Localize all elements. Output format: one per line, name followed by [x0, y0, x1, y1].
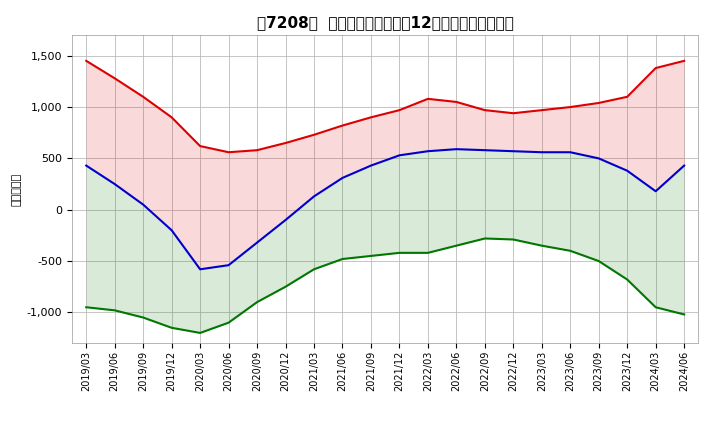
営業CF	[595, 100, 603, 106]
Line: 投資CF: 投資CF	[86, 238, 684, 333]
営業CF	[253, 147, 261, 153]
営業CF	[366, 115, 375, 120]
営業CF	[623, 94, 631, 99]
投資CF	[395, 250, 404, 256]
Line: 営業CF: 営業CF	[86, 61, 684, 152]
フリーCF	[395, 153, 404, 158]
フリーCF	[509, 149, 518, 154]
投資CF	[225, 320, 233, 325]
営業CF	[338, 123, 347, 128]
投資CF	[652, 304, 660, 310]
フリーCF	[196, 267, 204, 272]
投資CF	[366, 253, 375, 259]
投資CF	[566, 248, 575, 253]
フリーCF	[338, 175, 347, 180]
投資CF	[680, 312, 688, 317]
営業CF	[395, 107, 404, 113]
投資CF	[282, 284, 290, 290]
フリーCF	[595, 156, 603, 161]
フリーCF	[566, 150, 575, 155]
投資CF	[423, 250, 432, 256]
フリーCF	[82, 163, 91, 168]
フリーCF	[480, 147, 489, 153]
投資CF	[623, 277, 631, 282]
営業CF	[196, 143, 204, 149]
フリーCF	[282, 217, 290, 223]
投資CF	[480, 236, 489, 241]
営業CF	[480, 107, 489, 113]
営業CF	[167, 115, 176, 120]
フリーCF	[623, 168, 631, 173]
投資CF	[310, 267, 318, 272]
フリーCF	[452, 147, 461, 152]
Title: 《7208》  キャッシュフローの12か月移動合計の推移: 《7208》 キャッシュフローの12か月移動合計の推移	[257, 15, 513, 30]
フリーCF	[310, 194, 318, 199]
営業CF	[423, 96, 432, 102]
フリーCF	[225, 263, 233, 268]
フリーCF	[680, 163, 688, 168]
営業CF	[110, 76, 119, 81]
投資CF	[338, 257, 347, 262]
フリーCF	[167, 227, 176, 233]
フリーCF	[423, 149, 432, 154]
投資CF	[139, 315, 148, 320]
フリーCF	[253, 240, 261, 245]
営業CF	[680, 58, 688, 63]
投資CF	[452, 243, 461, 248]
営業CF	[282, 140, 290, 146]
投資CF	[82, 304, 91, 310]
投資CF	[537, 243, 546, 248]
投資CF	[110, 308, 119, 313]
営業CF	[566, 104, 575, 110]
営業CF	[310, 132, 318, 137]
営業CF	[652, 66, 660, 71]
投資CF	[595, 258, 603, 264]
フリーCF	[110, 181, 119, 187]
営業CF	[537, 107, 546, 113]
フリーCF	[139, 202, 148, 207]
Y-axis label: （百万円）: （百万円）	[12, 172, 21, 206]
投資CF	[167, 325, 176, 330]
投資CF	[253, 300, 261, 305]
営業CF	[509, 110, 518, 116]
Line: フリーCF: フリーCF	[86, 149, 684, 269]
営業CF	[82, 58, 91, 63]
営業CF	[452, 99, 461, 105]
営業CF	[225, 150, 233, 155]
投資CF	[509, 237, 518, 242]
フリーCF	[366, 163, 375, 168]
投資CF	[196, 330, 204, 336]
フリーCF	[652, 189, 660, 194]
フリーCF	[537, 150, 546, 155]
営業CF	[139, 94, 148, 99]
